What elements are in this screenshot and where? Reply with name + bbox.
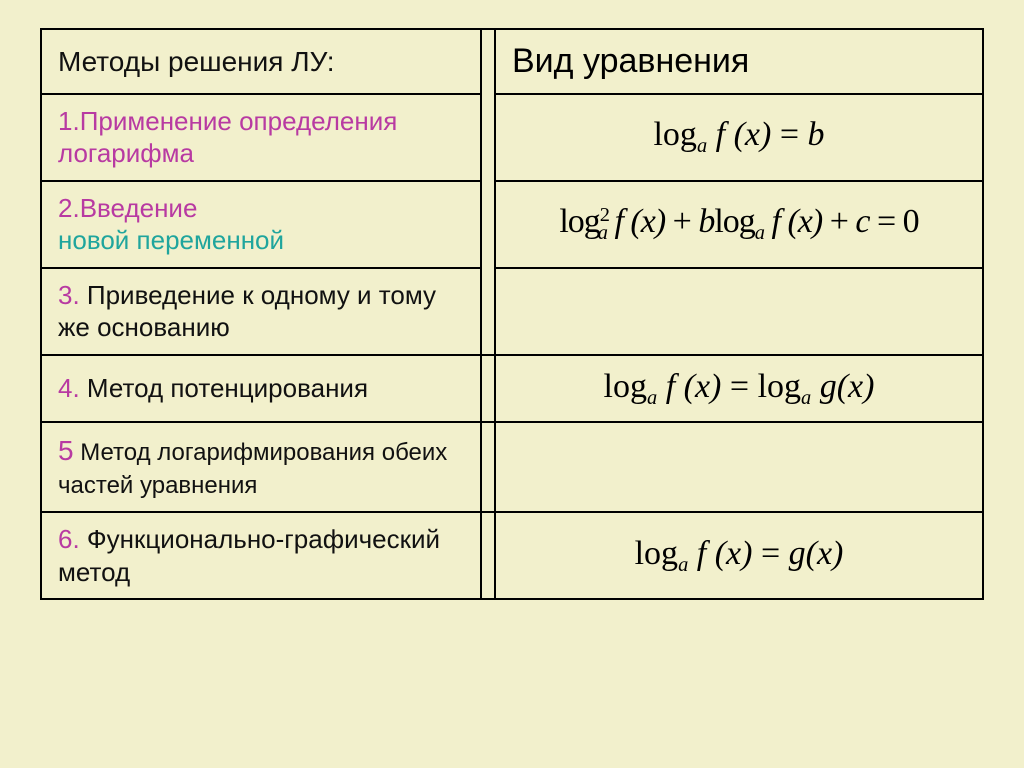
row-label-a: Введение [80,193,198,223]
spacer-col [481,512,495,599]
row-number: 5 [58,435,74,466]
row-number: 4. [58,373,80,403]
table-header-row: Методы решения ЛУ: Вид уравнения [41,29,983,94]
table-row: 2.Введение новой переменной log2a f (x) … [41,181,983,268]
log-base: a [697,135,707,157]
log-arg: f (x) [716,116,772,153]
row-number: 3. [58,280,80,310]
row-label-b: новой переменной [58,225,284,255]
spacer-col [481,29,495,355]
row-label: Приведение к одному и тому же основанию [58,280,436,343]
method-cell-5: 5 Метод логарифмирования обеих частей ур… [41,422,481,512]
log-operator: log [604,368,647,405]
coef-c: c [855,203,869,240]
method-cell-2: 2.Введение новой переменной [41,181,481,268]
plus: + [822,203,855,240]
row-label: Функционально-графический метод [58,524,440,587]
log-operator: log [653,116,696,153]
log-operator: log [758,368,801,405]
equation-cell-3 [495,268,983,355]
equals: = [869,203,902,240]
row-number: 1. [58,106,80,136]
log-base: a [678,554,688,576]
log-base: a [801,387,811,409]
row-number: 2. [58,193,80,223]
table-row: 6. Функционально-графический метод loga … [41,512,983,599]
log-arg: f (x) [772,203,823,240]
row-label: Метод потенцирования [80,373,368,403]
method-cell-1: 1.Применение определения логарифма [41,94,481,181]
plus: + [665,203,698,240]
equals: = [721,368,757,405]
rhs: b [808,116,825,153]
header-right: Вид уравнения [495,29,983,94]
log-base: a [598,222,607,244]
spacer-col [481,355,495,423]
table-row: 1.Применение определения логарифма loga … [41,94,983,181]
log-arg-left: f (x) [666,368,722,405]
log-operator: log [559,203,599,240]
method-cell-3: 3. Приведение к одному и тому же основан… [41,268,481,355]
coef-b: b [698,203,714,240]
log-arg-right: g(x) [820,368,875,405]
log-arg: f (x) [697,535,753,572]
method-cell-4: 4. Метод потенцирования [41,355,481,423]
equation-cell-2: log2a f (x) + bloga f (x) + c = 0 [495,181,983,268]
equation-cell-5 [495,422,983,512]
spacer-col [481,422,495,512]
rhs: g(x) [789,535,844,572]
row-label: Применение определения логарифма [58,106,397,169]
equals: = [752,535,788,572]
equation-cell-4: loga f (x) = loga g(x) [495,355,983,423]
row-number: 6. [58,524,80,554]
log-base: a [647,387,657,409]
row-label: Метод логарифмирования обеих частей урав… [58,439,447,499]
log-arg: f (x) [614,203,665,240]
log-operator: log [635,535,678,572]
header-left: Методы решения ЛУ: [41,29,481,94]
table-row: 4. Метод потенцирования loga f (x) = log… [41,355,983,423]
table-row: 3. Приведение к одному и тому же основан… [41,268,983,355]
log-operator: log [714,203,754,240]
log-base: a [755,222,764,244]
methods-table: Методы решения ЛУ: Вид уравнения 1.Приме… [40,28,984,600]
table-row: 5 Метод логарифмирования обеих частей ур… [41,422,983,512]
slide: Методы решения ЛУ: Вид уравнения 1.Приме… [0,0,1024,628]
zero: 0 [903,203,919,240]
equation-cell-6: loga f (x) = g(x) [495,512,983,599]
method-cell-6: 6. Функционально-графический метод [41,512,481,599]
equals: = [771,116,807,153]
equation-cell-1: loga f (x) = b [495,94,983,181]
